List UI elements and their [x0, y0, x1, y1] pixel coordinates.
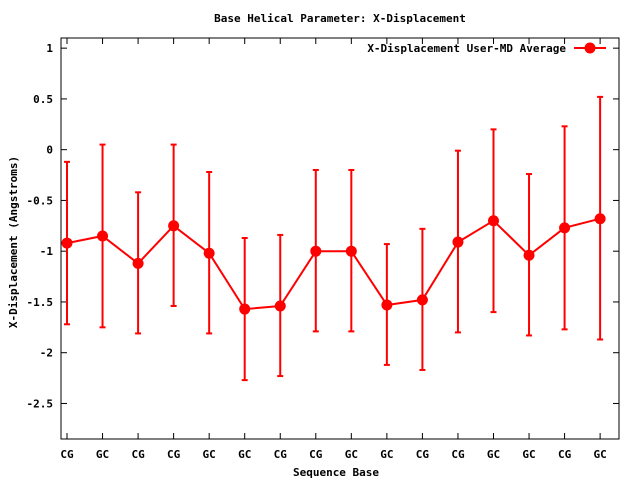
data-point — [61, 237, 73, 249]
x-axis-label: Sequence Base — [293, 466, 379, 479]
x-tick-label: CG — [274, 448, 288, 461]
data-point — [132, 257, 144, 269]
data-point — [487, 215, 499, 227]
data-point — [203, 247, 215, 259]
x-tick-label: CG — [558, 448, 572, 461]
data-point — [416, 294, 428, 306]
x-tick-label: GC — [238, 448, 251, 461]
y-axis-label: X-Displacement (Angstroms) — [7, 156, 20, 328]
x-axis: CG GC CG CG GC GC CG CG GC GC CG CG GC GC CG GC — [60, 38, 607, 461]
x-tick-label: CG — [131, 448, 145, 461]
y-tick-label: -2.5 — [27, 397, 54, 410]
chart-title: Base Helical Parameter: X-Displacement — [214, 12, 466, 25]
y-tick-label: -2 — [40, 347, 53, 360]
y-tick-label: -0.5 — [27, 194, 54, 207]
y-tick-label: 0 — [46, 144, 53, 157]
y-tick-label: -1.5 — [27, 296, 54, 309]
x-tick-label: GC — [380, 448, 393, 461]
x-tick-label: CG — [416, 448, 430, 461]
plot-border — [60, 37, 620, 440]
data-point — [345, 245, 357, 257]
y-axis: 1 0.5 0 -0.5 -1 -1.5 -2 -2.5 — [27, 42, 619, 410]
y-tick-label: 0.5 — [33, 93, 53, 106]
x-tick-label: GC — [345, 448, 358, 461]
plot-frame — [60, 37, 620, 440]
legend-label: X-Displacement User-MD Average — [367, 42, 566, 55]
y-tick-label: 1 — [46, 42, 53, 55]
x-tick-label: CG — [451, 448, 465, 461]
series-line — [66, 217, 601, 311]
x-tick-label: CG — [60, 448, 74, 461]
x-tick-label: GC — [203, 448, 216, 461]
legend-marker — [584, 42, 596, 54]
data-point — [452, 236, 464, 248]
x-tick-label: CG — [167, 448, 181, 461]
data-point — [97, 230, 109, 242]
x-tick-label: GC — [96, 448, 109, 461]
x-tick-label: GC — [593, 448, 606, 461]
series-layer — [61, 95, 606, 382]
data-point — [168, 220, 180, 232]
data-point — [594, 213, 606, 225]
data-point — [381, 299, 393, 311]
data-point — [239, 303, 251, 315]
y-tick-label: -1 — [40, 245, 54, 258]
x-tick-label: GC — [487, 448, 500, 461]
x-tick-label: CG — [309, 448, 323, 461]
data-point — [274, 300, 286, 312]
data-point — [523, 249, 535, 261]
legend: X-Displacement User-MD Average — [367, 42, 606, 55]
data-point — [559, 222, 571, 234]
x-tick-label: GC — [522, 448, 535, 461]
data-point — [310, 245, 322, 257]
